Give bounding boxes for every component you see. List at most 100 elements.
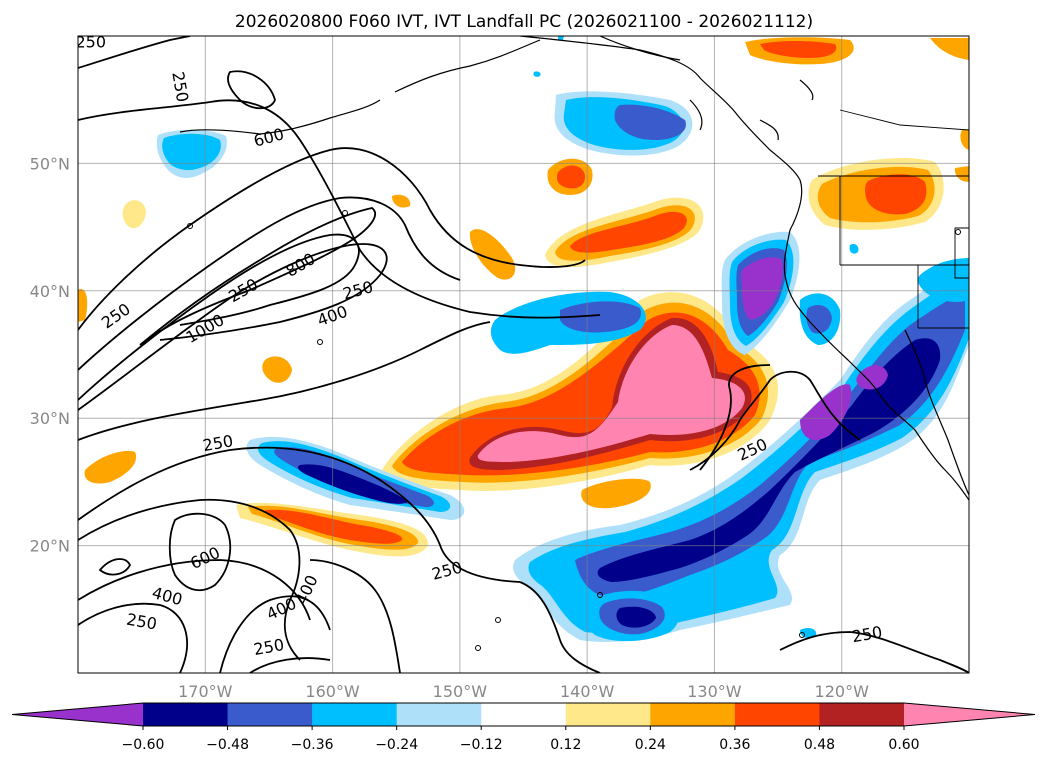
colorbar-tick-label: 0.36 — [719, 737, 750, 753]
pc-neg-mid-blue — [560, 301, 641, 333]
gridlines — [78, 36, 969, 673]
ivt-contour — [78, 243, 388, 411]
chart-title: 2026020800 F060 IVT, IVT Landfall PC (20… — [235, 12, 813, 32]
ivt-contour — [78, 99, 601, 319]
colorbar-segment — [481, 703, 567, 726]
pc-neg-sub-navy — [297, 464, 408, 504]
pc-plume-pink-core — [616, 332, 734, 430]
colorbar-segment — [312, 703, 398, 726]
ivt-contour — [78, 147, 586, 331]
colorbar-extend-right — [904, 703, 1035, 726]
ivt-contour — [227, 70, 276, 110]
ivt-contour — [309, 559, 401, 673]
pc-small-4 — [84, 450, 137, 484]
island — [955, 229, 961, 235]
colorbar-tick-label: −0.48 — [206, 737, 249, 753]
colorbar-tick-label: −0.12 — [460, 737, 503, 753]
ivt-contour — [78, 321, 491, 441]
pc-small-2 — [469, 229, 516, 280]
colorbar-segment — [227, 703, 313, 726]
colorbar: −0.60 −0.48 −0.36 −0.24 −0.12 0.12 0.24 0.36 0.4… — [11, 702, 1036, 753]
coastline — [689, 99, 703, 131]
pc-neg-small-3 — [558, 36, 564, 40]
contour-label: 250 — [75, 32, 106, 51]
x-tick-label: 130°W — [687, 682, 742, 701]
colorbar-extend-left — [12, 703, 143, 726]
pc-small-5 — [262, 356, 292, 383]
pc-neg-goa-blue — [614, 104, 686, 140]
y-tick-label: 30°N — [30, 409, 70, 428]
coastline — [394, 39, 541, 93]
island — [475, 645, 481, 651]
colorbar-tick-label: 0.24 — [635, 737, 666, 753]
ivt-contour — [98, 558, 132, 576]
pc-small-3 — [581, 478, 651, 509]
coastline — [904, 329, 969, 496]
ivt-contour — [249, 657, 331, 673]
island — [495, 617, 501, 623]
coastline — [759, 119, 779, 141]
ivt-contour — [78, 498, 301, 661]
x-tick-label: 170°W — [178, 682, 233, 701]
colorbar-segment — [396, 703, 482, 726]
pc-north-red — [760, 41, 837, 58]
contour-label-group: 250 — [75, 32, 106, 51]
ivt-contour — [78, 36, 191, 69]
pc-neg-sw-navy — [597, 338, 941, 582]
pc-neg-ca-purple — [741, 257, 783, 320]
colorbar-tick-label: −0.24 — [375, 737, 418, 753]
pc-nwus-red — [865, 174, 927, 215]
x-tick-label: 120°W — [815, 682, 870, 701]
y-tick-label: 20°N — [30, 537, 70, 556]
y-tick-label: 40°N — [30, 282, 70, 301]
island — [597, 592, 603, 598]
ivt-contour — [78, 602, 188, 673]
pc-neg-ca-2-blue — [806, 305, 832, 334]
colorbar-tick-label: −0.60 — [122, 737, 165, 753]
pc-neg-small-2 — [533, 71, 541, 77]
coastlines — [179, 36, 969, 651]
coastline — [179, 99, 381, 135]
ivt-contour — [78, 196, 461, 371]
colorbar-segment — [650, 703, 736, 726]
coastline — [599, 36, 681, 61]
x-tick-label: 140°W — [560, 682, 615, 701]
pc-small-9 — [954, 166, 969, 182]
island — [799, 632, 805, 638]
pc-ne-corner — [930, 38, 969, 60]
pc-hawaii-band-red — [265, 509, 403, 544]
x-axis-ticks: 170°W 160°W 150°W 140°W 130°W 120°W — [178, 682, 869, 701]
ivt-contour-lines — [78, 36, 969, 673]
pc-neg-sw-purple-1 — [800, 384, 852, 440]
colorbar-tick-label: 0.60 — [888, 737, 919, 753]
colorbar-segment — [143, 703, 229, 726]
pc-neg-bering-cyan — [162, 133, 221, 171]
ivt-contour — [78, 233, 360, 401]
pc-neg-small-1 — [849, 243, 859, 254]
pc-small-8 — [960, 130, 969, 150]
colorbar-tick-label: −0.36 — [291, 737, 334, 753]
ivt-contour — [78, 446, 521, 583]
x-tick-label: 150°W — [433, 682, 488, 701]
border-line — [839, 109, 969, 131]
border-line — [954, 227, 969, 279]
coastline — [519, 36, 969, 501]
ivt-contour — [168, 512, 232, 592]
pc-goa-red — [570, 211, 687, 253]
colorbar-segment — [565, 703, 651, 726]
ivt-contour — [78, 559, 311, 621]
coastline — [799, 79, 814, 101]
map-frame — [77, 35, 970, 674]
colorbar-tick-label: 0.12 — [550, 737, 581, 753]
pc-neg-south-navy — [616, 606, 656, 628]
colorbar-segment — [819, 703, 905, 726]
ivt-contour — [699, 364, 771, 471]
island — [317, 339, 323, 345]
ivt-contour — [519, 581, 601, 673]
ivt-contour — [779, 631, 969, 673]
ivt-contour — [219, 595, 331, 673]
colorbar-segment — [734, 703, 820, 726]
